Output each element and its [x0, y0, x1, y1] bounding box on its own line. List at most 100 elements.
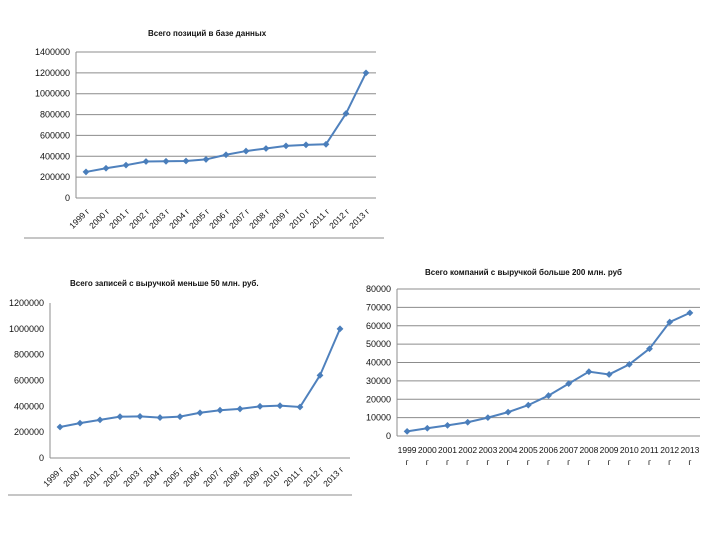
x-tick-label: 2006 г	[181, 464, 205, 488]
x-tick-label: 2000 г	[87, 206, 111, 230]
data-point	[276, 402, 284, 410]
x-tick-label: 2007 г	[201, 464, 225, 488]
x-tick-label: 2007 г	[559, 445, 578, 467]
data-point	[56, 423, 64, 431]
data-point	[342, 110, 350, 117]
x-tick-label: 2005 г	[519, 445, 538, 467]
series-line	[406, 311, 691, 433]
data-point	[182, 157, 190, 165]
x-tick-label: 2011 г	[308, 206, 332, 230]
x-tick-label: 2013 г	[680, 445, 699, 467]
x-tick-label: 2012 г	[327, 206, 351, 230]
y-tick-label: 400000	[40, 151, 70, 161]
data-point	[196, 409, 204, 417]
x-tick-label: 2007 г	[227, 206, 251, 230]
y-tick-label: 60000	[366, 321, 391, 331]
y-tick-label: 800000	[40, 110, 70, 120]
y-tick-label: 200000	[14, 427, 44, 437]
y-tick-label: 1200000	[9, 298, 44, 308]
x-tick-label: 2010 г	[287, 206, 311, 230]
y-tick-label: 800000	[14, 350, 44, 360]
data-point	[76, 419, 84, 427]
data-point	[336, 325, 344, 333]
y-tick-label: 0	[65, 193, 70, 203]
chart-title: Всего записей с выручкой меньше 50 млн. …	[70, 279, 259, 288]
y-tick-label: 40000	[366, 358, 391, 368]
x-tick-label: 2010 г	[620, 445, 639, 467]
x-tick-label: 2008 г	[221, 464, 245, 488]
data-point	[82, 168, 90, 176]
data-point	[222, 151, 230, 159]
x-tick-label: 2004 г	[167, 206, 191, 230]
data-point	[102, 164, 110, 172]
x-tick-label: 2003 г	[478, 445, 497, 467]
data-point	[316, 371, 324, 379]
x-tick-label: 2004 г	[141, 464, 165, 488]
chart-svg: 0 200000 400000 600000 800000 1000000 1200000 1…	[8, 298, 352, 496]
data-point	[484, 414, 492, 422]
chart-svg: 0 200000 400000 600000 800000 1000000 1200000 1…	[24, 47, 384, 239]
data-point	[444, 421, 451, 429]
x-tick-label: 2012 г	[660, 445, 679, 467]
data-point	[646, 345, 653, 353]
data-point	[242, 147, 250, 155]
y-tick-label: 200000	[40, 172, 70, 182]
x-tick-label: 2001 г	[81, 464, 105, 488]
data-point	[96, 416, 104, 424]
data-point	[142, 158, 150, 165]
x-tick-label: 2011 г	[282, 464, 306, 488]
y-tick-label: 1400000	[35, 47, 70, 57]
x-tick-label: 2013 г	[321, 464, 345, 488]
data-point	[282, 142, 290, 150]
y-tick-label: 30000	[366, 376, 391, 386]
data-point	[256, 402, 264, 410]
x-tick-label: 2003 г	[147, 206, 171, 230]
x-tick-label: 2003 г	[121, 464, 145, 488]
data-point	[122, 161, 130, 169]
data-point	[464, 418, 472, 426]
y-tick-label: 80000	[366, 284, 391, 294]
data-point	[262, 145, 270, 152]
data-point	[296, 403, 304, 411]
x-tick-label: 2008 г	[579, 445, 598, 467]
data-point	[403, 428, 411, 435]
data-point	[686, 309, 694, 317]
x-tick-label: 2000 г	[418, 445, 437, 467]
data-point	[666, 318, 674, 326]
x-tick-label: 2012 г	[301, 464, 325, 488]
x-tick-label: 2006 г	[539, 445, 558, 467]
x-tick-label: 2001 г	[438, 445, 457, 467]
y-tick-label: 50000	[366, 339, 391, 349]
x-tick-label: 2004 г	[499, 445, 518, 467]
chart-total-positions: Всего позиций в базе данных 0 200000 40000…	[0, 0, 400, 250]
y-tick-label: 1200000	[35, 68, 70, 78]
chart-large-revenue-companies: Всего компаний с выручкой больше 200 млн…	[355, 260, 715, 490]
data-point	[236, 405, 244, 413]
data-point	[423, 424, 431, 432]
x-tick-label: 2009 г	[267, 206, 291, 230]
x-tick-label: 1999 г	[41, 464, 65, 488]
x-tick-label: 2000 г	[61, 464, 85, 488]
data-point	[322, 140, 330, 148]
data-point	[565, 380, 573, 388]
data-point	[524, 401, 532, 409]
data-point	[176, 413, 184, 421]
y-tick-label: 1000000	[9, 324, 44, 334]
data-point	[585, 368, 593, 376]
x-tick-label: 2001 г	[107, 206, 131, 230]
x-tick-label: 2011 г	[640, 445, 659, 467]
x-tick-label: 2010 г	[261, 464, 285, 488]
x-tick-label: 2008 г	[247, 206, 271, 230]
data-point	[162, 157, 170, 165]
y-tick-label: 70000	[366, 302, 391, 312]
data-point	[362, 69, 370, 77]
y-tick-label: 10000	[366, 413, 391, 423]
x-tick-label: 2002 г	[127, 206, 151, 230]
y-tick-label: 20000	[366, 394, 391, 404]
data-point	[302, 141, 310, 149]
y-tick-label: 600000	[40, 130, 70, 140]
data-point	[116, 413, 124, 421]
chart-title: Всего компаний с выручкой больше 200 млн…	[425, 268, 622, 277]
data-point	[216, 406, 224, 414]
x-tick-label: 2002 г	[101, 464, 125, 488]
